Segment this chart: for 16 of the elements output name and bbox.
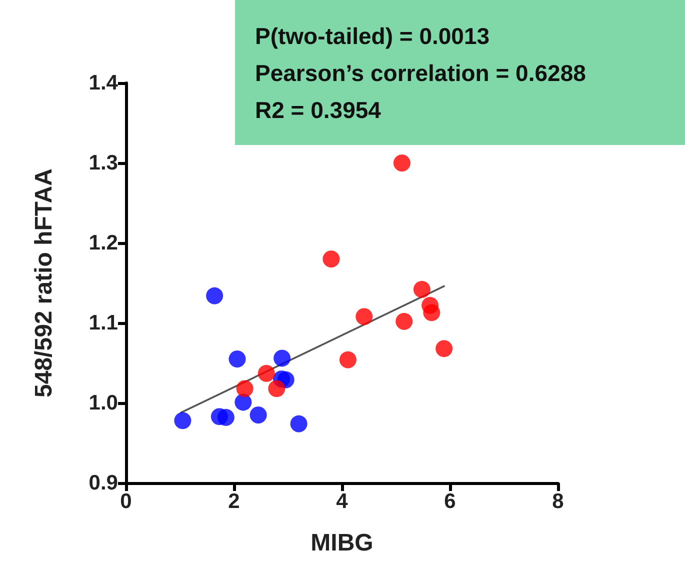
text-box: P(two-tailed) = 0.0013 Pearson’s correlation = 0.6288 R2 = 0.3954 [235, 0, 685, 145]
x-tick-label: 0 [120, 490, 132, 513]
y-axis-title: 548/592 ratio hFTAA [30, 168, 58, 398]
y-tick-label: 1.3 [88, 152, 118, 174]
x-tick-label: 4 [336, 490, 348, 513]
annotation: Pearson’s correlation = 0.6288 [255, 59, 587, 88]
y-tick-label: 1.0 [88, 392, 118, 414]
y-tick-label: 1.4 [88, 72, 118, 94]
x-tick-label: 8 [552, 490, 564, 513]
x-tick-label: 2 [228, 490, 240, 513]
x-axis-title: MIBG [310, 530, 374, 556]
annotation: R2 = 0.3954 [255, 96, 382, 125]
y-tick-label: 1.2 [88, 232, 118, 254]
y-tick-label: 1.1 [88, 312, 118, 334]
x-tick-label: 6 [444, 490, 456, 513]
y-tick-label: 0.9 [88, 472, 118, 494]
